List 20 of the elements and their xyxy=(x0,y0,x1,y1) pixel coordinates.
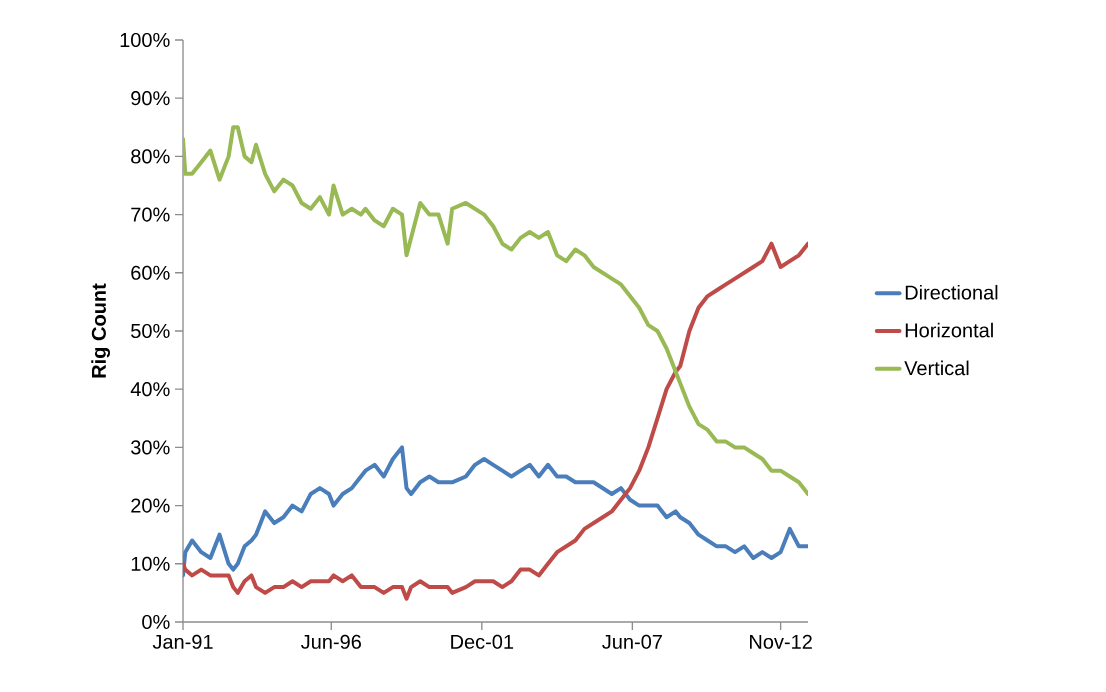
y-tick-label: 50% xyxy=(131,323,170,339)
y-tick-label: 40% xyxy=(130,382,170,397)
x-tick-label: Jun-07 xyxy=(602,634,662,649)
y-tick-label: 30% xyxy=(131,440,170,455)
y-tick-label: 60% xyxy=(131,265,170,280)
y-axis-title: Rig Count xyxy=(91,283,110,378)
legend-label: Horizontal xyxy=(905,322,993,338)
y-tick-label: 70% xyxy=(131,207,170,222)
legend-label: Vertical xyxy=(904,360,969,376)
y-tick-label: 100% xyxy=(120,32,170,48)
y-tick-label: 80% xyxy=(131,149,170,164)
y-tick-label: 20% xyxy=(131,498,170,513)
x-tick-label: Nov-12 xyxy=(750,634,812,649)
x-tick-label: Dec-01 xyxy=(451,634,514,649)
x-tick-label: Jan-91 xyxy=(152,634,213,649)
y-tick-label: 10% xyxy=(131,556,170,571)
y-tick-label: 90% xyxy=(131,91,170,106)
x-tick-label: Jun-96 xyxy=(301,634,361,649)
y-tick-label: 0% xyxy=(142,614,170,630)
legend-label: Directional xyxy=(905,284,998,300)
